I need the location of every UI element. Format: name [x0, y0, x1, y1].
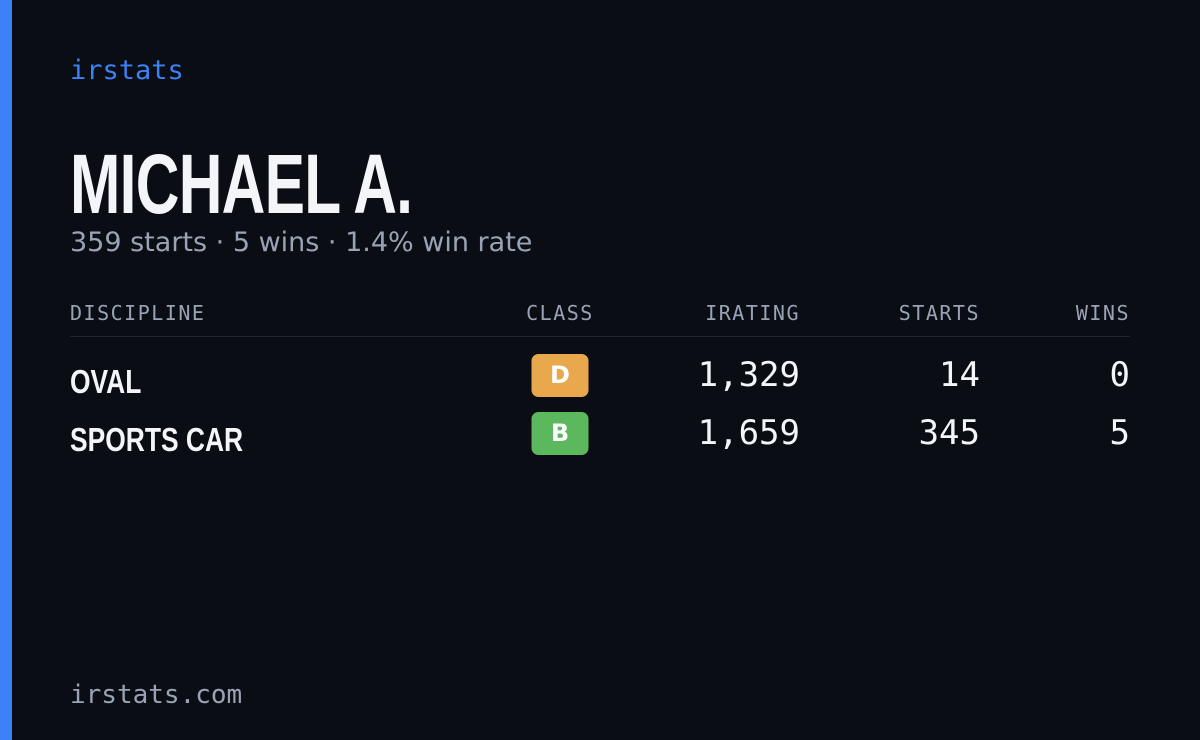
discipline: OVAL	[70, 363, 142, 400]
irating-value: 1,659	[697, 413, 800, 453]
wins-value: 0	[1109, 355, 1130, 395]
header-rule	[70, 336, 1130, 337]
starts-value: 345	[918, 413, 980, 453]
column-header: WINS	[1075, 301, 1130, 325]
accent-bar	[0, 0, 12, 740]
column-header: CLASS	[526, 301, 594, 325]
footer: irstats.com	[70, 680, 243, 710]
player-summary: 359 starts · 5 wins · 1.4% win rate	[70, 227, 533, 258]
discipline: SPORTS CAR	[70, 421, 244, 458]
column-header: STARTS	[898, 301, 980, 325]
player-name: MICHAEL A.	[70, 137, 413, 231]
class-badge: D	[531, 354, 589, 397]
column-header: IRATING	[705, 301, 800, 325]
column-header: DISCIPLINE	[70, 301, 206, 325]
brand: irstats	[70, 55, 184, 86]
wins-value: 5	[1109, 413, 1130, 453]
class-badge: B	[531, 412, 589, 455]
starts-value: 14	[939, 355, 980, 395]
irating-value: 1,329	[697, 355, 800, 395]
